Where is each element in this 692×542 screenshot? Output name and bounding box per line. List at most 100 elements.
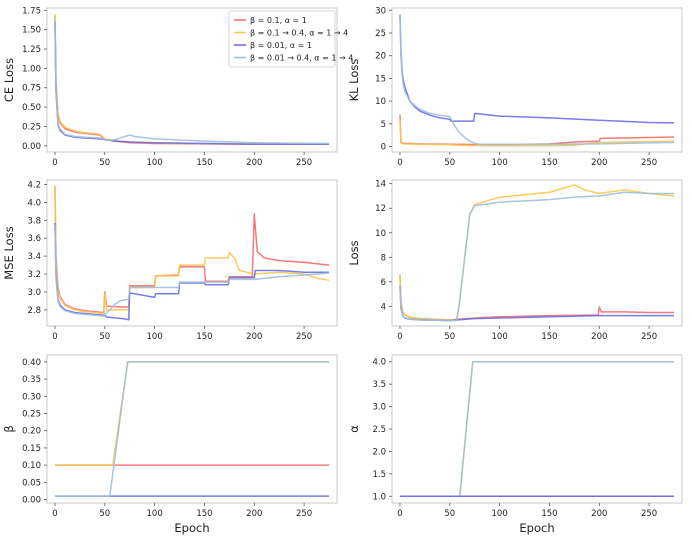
x-tick-label: 100 [492, 158, 508, 168]
plot-frame [46, 354, 338, 504]
y-tick-label: 3.0 [27, 288, 41, 298]
y-tick-label: 3.8 [27, 216, 41, 226]
y-tick-label: 12 [375, 204, 386, 214]
y-tick-label: 5 [381, 120, 386, 130]
x-tick-label: 100 [147, 332, 163, 342]
y-tick-label: 0.00 [22, 142, 41, 152]
series-line-4 [399, 191, 675, 322]
y-tick-label: 4.0 [372, 358, 386, 368]
legend: β = 0.1, α = 1 β = 0.1 → 0.4, α = 1 → 4 β … [228, 10, 353, 68]
y-tick-label: 0.50 [22, 103, 41, 113]
legend-label: β = 0.1, α = 1 [250, 16, 307, 25]
y-axis-label: Loss [347, 240, 361, 265]
x-tick-label: 250 [641, 332, 657, 342]
x-tick-label: 150 [196, 509, 212, 519]
y-tick-label: 1.75 [22, 6, 41, 16]
legend-label: β = 0.01, α = 1 [250, 41, 312, 50]
y-tick-label: 0.25 [22, 122, 41, 132]
x-tick-label: 250 [641, 158, 657, 168]
x-tick-label: 0 [397, 509, 402, 519]
plot-frame [391, 7, 683, 153]
y-tick-label: 20 [375, 52, 386, 62]
x-tick-label: 50 [444, 158, 455, 168]
y-tick-label: 0.15 [22, 444, 41, 454]
y-tick-label: 0 [381, 143, 386, 153]
y-tick-label: 3.6 [27, 234, 41, 244]
legend-label: β = 0.1 → 0.4, α = 1 → 4 [250, 29, 348, 38]
y-tick-label: 30 [375, 6, 386, 16]
x-tick-label: 200 [246, 509, 262, 519]
y-tick-label: 1.0 [372, 492, 386, 502]
series-line-2 [399, 119, 675, 147]
legend-box [228, 10, 336, 68]
y-tick-label: 2.5 [372, 425, 386, 435]
x-tick-label: 200 [591, 158, 607, 168]
y-tick-label: 25 [375, 29, 386, 39]
x-axis-label: Epoch [174, 521, 209, 535]
y-tick-label: 8 [381, 253, 386, 263]
y-tick-label: 10 [375, 97, 386, 107]
y-tick-label: 3.2 [27, 270, 41, 280]
y-tick-label: 4.0 [27, 198, 41, 208]
x-tick-label: 100 [492, 332, 508, 342]
y-axis-label: α [347, 425, 361, 433]
x-tick-label: 250 [641, 509, 657, 519]
chart-kl-loss: 0 50 100 150 200 250 0 5 10 15 20 25 30 KL Loss [347, 6, 683, 168]
y-axis-label: β [2, 425, 16, 432]
series-line-4 [54, 20, 330, 145]
x-tick-label: 50 [99, 509, 110, 519]
y-axis-label: MSE Loss [2, 226, 16, 279]
x-tick-label: 150 [196, 158, 212, 168]
x-tick-label: 50 [99, 158, 110, 168]
y-tick-label: 0.75 [22, 84, 41, 94]
y-tick-label: 0.00 [22, 496, 41, 506]
y-tick-label: 0.25 [22, 410, 41, 420]
chart-ce-loss: 0 50 100 150 200 250 0.00 0.25 0.50 0.75 1.00 1.25 1… [2, 6, 353, 168]
y-tick-label: 1.50 [22, 26, 41, 36]
y-tick-label: 0.05 [22, 478, 41, 488]
x-tick-label: 50 [99, 332, 110, 342]
x-tick-label: 200 [591, 332, 607, 342]
x-tick-label: 50 [444, 509, 455, 519]
y-tick-label: 10 [375, 229, 386, 239]
chart-alpha: 0 50 100 150 200 250 1.0 1.5 2.0 2.5 3.0 3.5 4.0 α Epo… [347, 354, 683, 535]
x-tick-label: 150 [196, 332, 212, 342]
x-tick-label: 200 [246, 332, 262, 342]
y-tick-label: 2.8 [27, 306, 41, 316]
y-tick-label: 14 [375, 180, 386, 190]
y-tick-label: 3.5 [372, 380, 386, 390]
y-tick-label: 0.40 [22, 358, 41, 368]
x-tick-label: 150 [541, 509, 557, 519]
y-tick-label: 1.25 [22, 45, 41, 55]
chart-mse-loss: 0 50 100 150 200 250 2.8 3.0 3.2 3.4 3.6 3.8 4.0 4.2 M… [2, 179, 338, 342]
y-tick-label: 15 [375, 74, 386, 84]
x-tick-label: 250 [296, 332, 312, 342]
x-tick-label: 250 [296, 158, 312, 168]
y-tick-label: 2.0 [372, 447, 386, 457]
series-line-4 [54, 224, 330, 317]
series-line-4 [399, 14, 675, 146]
x-tick-label: 0 [397, 332, 402, 342]
plot-frame [391, 354, 683, 504]
y-tick-label: 4 [381, 302, 386, 312]
series-line-4 [54, 361, 330, 497]
legend-label: β = 0.01 → 0.4, α = 1 → 4 [250, 54, 353, 63]
x-tick-label: 50 [444, 332, 455, 342]
y-tick-label: 1.00 [22, 64, 41, 74]
x-axis-label: Epoch [519, 521, 554, 535]
chart-total-loss: 0 50 100 150 200 250 4 6 8 10 12 14 Loss [347, 179, 683, 342]
x-tick-label: 150 [541, 332, 557, 342]
y-tick-label: 6 [381, 278, 386, 288]
x-tick-label: 100 [147, 158, 163, 168]
series-line-2 [54, 186, 330, 315]
y-tick-label: 4.2 [27, 180, 41, 190]
x-tick-label: 100 [147, 509, 163, 519]
x-tick-label: 200 [246, 158, 262, 168]
plot-frame [391, 179, 683, 327]
y-tick-label: 0.35 [22, 375, 41, 385]
y-tick-label: 0.30 [22, 392, 41, 402]
x-tick-label: 150 [541, 158, 557, 168]
x-tick-label: 250 [296, 509, 312, 519]
y-axis-label: KL Loss [347, 59, 361, 102]
